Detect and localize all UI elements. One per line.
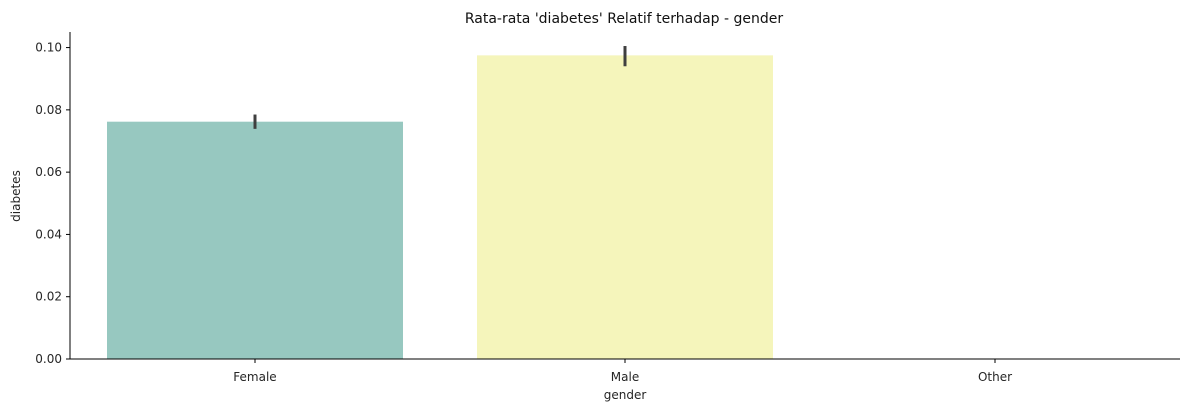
bar-female — [107, 121, 403, 359]
y-tick-label: 0.08 — [35, 103, 62, 117]
y-axis-label: diabetes — [9, 170, 23, 222]
y-tick-label: 0.04 — [35, 227, 62, 241]
y-tick-label: 0.00 — [35, 352, 62, 366]
chart-title: Rata-rata 'diabetes' Relatif terhadap - … — [465, 11, 784, 27]
bars-group — [107, 55, 773, 359]
x-tick-label: Male — [611, 370, 639, 384]
x-tick-label: Female — [233, 370, 276, 384]
x-tick-label: Other — [978, 370, 1012, 384]
y-tick-label: 0.06 — [35, 165, 62, 179]
x-axis-label: gender — [604, 388, 647, 402]
y-tick-label: 0.02 — [35, 290, 62, 304]
error-bars-group — [253, 46, 627, 129]
x-axis: Female Male Other — [70, 358, 1180, 384]
y-axis: 0.00 0.02 0.04 0.06 0.08 0.10 — [35, 32, 71, 366]
bar-male — [477, 55, 773, 359]
y-tick-label: 0.10 — [35, 41, 62, 55]
